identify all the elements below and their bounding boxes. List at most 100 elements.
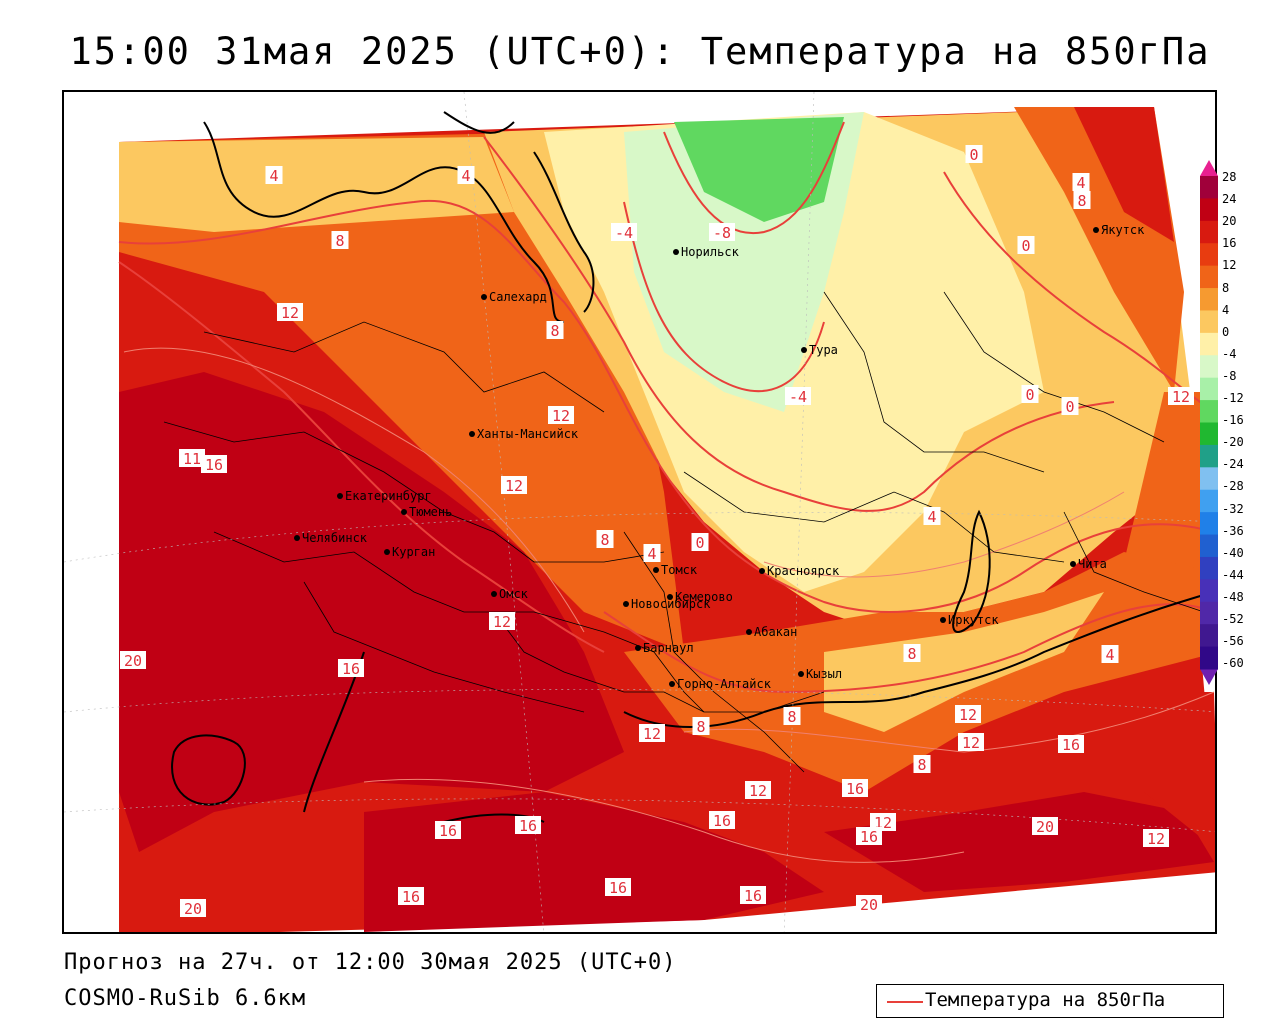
colorbar-swatch: [1200, 355, 1218, 379]
city-label: Красноярск: [767, 564, 840, 578]
city-label: Тура: [809, 343, 838, 357]
city-label: Барнаул: [643, 641, 694, 655]
city-label: Омск: [499, 587, 529, 601]
svg-text:4: 4: [1076, 174, 1085, 192]
city-label: Абакан: [754, 625, 797, 639]
isotherm-label: 0: [1021, 385, 1039, 404]
forecast-info: Прогноз на 27ч. от 12:00 30мая 2025 (UTC…: [64, 950, 677, 975]
colorbar-tick-label: -36: [1222, 523, 1244, 538]
legend-label: Температура на 850гПа: [925, 989, 1166, 1011]
colorbar-tick-label: -44: [1222, 567, 1244, 582]
isotherm-label: 8: [1073, 191, 1091, 210]
city-dot: [798, 671, 804, 677]
isotherm-label: 12: [639, 724, 665, 743]
colorbar-swatch: [1200, 624, 1218, 648]
isotherm-label: 0: [965, 145, 983, 164]
svg-text:16: 16: [609, 879, 627, 897]
isotherm-label: 8: [783, 707, 801, 726]
isotherm-label: 16: [1058, 735, 1084, 754]
svg-text:12: 12: [959, 706, 977, 724]
colorbar-tick-label: 24: [1222, 192, 1237, 207]
isotherm-label: 16: [515, 816, 541, 835]
isotherm-label: -4: [785, 387, 811, 406]
isotherm-label: -8: [709, 223, 735, 242]
svg-text:4: 4: [647, 545, 656, 563]
city-dot: [1093, 227, 1099, 233]
colorbar-tick-label: -40: [1222, 545, 1244, 560]
colorbar-tick-label: 4: [1222, 302, 1230, 317]
city-dot: [673, 249, 679, 255]
isotherm-label: 16: [856, 827, 882, 846]
svg-text:20: 20: [1036, 818, 1054, 836]
city-dot: [469, 431, 475, 437]
svg-text:12: 12: [749, 782, 767, 800]
isotherm-label: 11: [179, 449, 205, 468]
isotherm-label: 0: [691, 533, 709, 552]
svg-text:12: 12: [552, 407, 570, 425]
svg-text:20: 20: [124, 652, 142, 670]
svg-text:0: 0: [1065, 398, 1074, 416]
svg-text:4: 4: [269, 167, 278, 185]
svg-text:0: 0: [1021, 237, 1030, 255]
map-title: 15:00 31мая 2025 (UTC+0): Температура на…: [69, 30, 1211, 73]
city-dot: [481, 294, 487, 300]
svg-text:0: 0: [969, 146, 978, 164]
colorbar-swatch: [1200, 310, 1218, 334]
svg-text:16: 16: [439, 822, 457, 840]
isotherm-label: 12: [501, 476, 527, 495]
isotherm-label: 4: [265, 166, 283, 185]
isotherm-label: 16: [338, 659, 364, 678]
city-dot: [669, 681, 675, 687]
svg-text:16: 16: [860, 828, 878, 846]
city-dot: [623, 601, 629, 607]
isotherm-label: 8: [331, 231, 349, 250]
svg-text:8: 8: [696, 718, 705, 736]
colorbar-tick-label: -60: [1222, 656, 1244, 671]
svg-text:12: 12: [505, 477, 523, 495]
svg-text:12: 12: [1172, 388, 1190, 406]
svg-text:20: 20: [184, 900, 202, 918]
colorbar-swatch: [1200, 646, 1218, 670]
city-label: Чита: [1078, 557, 1107, 571]
svg-text:12: 12: [1147, 830, 1165, 848]
isotherm-label: 12: [1143, 829, 1169, 848]
svg-text:16: 16: [713, 812, 731, 830]
colorbar-swatch: [1200, 422, 1218, 446]
svg-text:-4: -4: [789, 388, 807, 406]
colorbar-swatches: [1200, 160, 1218, 685]
isotherm-label: 12: [489, 612, 515, 631]
isotherm-label: 20: [856, 895, 882, 914]
colorbar-swatch: [1200, 512, 1218, 536]
svg-text:20: 20: [860, 896, 878, 914]
colorbar-swatch: [1200, 444, 1218, 468]
isotherm-label: 4: [643, 544, 661, 563]
isotherm-label: 8: [692, 717, 710, 736]
isotherm-label: 4: [1101, 645, 1119, 664]
svg-text:11: 11: [183, 450, 201, 468]
colorbar: [1200, 160, 1218, 685]
isotherm-label: 12: [958, 733, 984, 752]
colorbar-swatch: [1200, 332, 1218, 356]
colorbar-swatch: [1200, 601, 1218, 625]
city-label: Курган: [392, 545, 435, 559]
colorbar-tick-label: -8: [1222, 368, 1237, 383]
colorbar-swatch: [1200, 220, 1218, 244]
city-label: Тюмень: [409, 505, 452, 519]
city-dot: [801, 347, 807, 353]
isotherm-label: 4: [457, 166, 475, 185]
isotherm-label: 16: [842, 779, 868, 798]
isotherm-label: 4: [923, 507, 941, 526]
city-label: Якутск: [1101, 223, 1145, 237]
isotherm-label: 12: [1168, 387, 1194, 406]
colorbar-tick-label: -20: [1222, 435, 1244, 450]
isotherm-label: 8: [903, 644, 921, 663]
city-dot: [653, 567, 659, 573]
svg-text:4: 4: [461, 167, 470, 185]
city-dot: [294, 535, 300, 541]
city-dot: [940, 617, 946, 623]
colorbar-tick-label: -52: [1222, 612, 1244, 626]
city-label: Кемерово: [675, 590, 733, 604]
svg-text:16: 16: [519, 817, 537, 835]
city-dot: [337, 493, 343, 499]
svg-text:8: 8: [600, 531, 609, 549]
